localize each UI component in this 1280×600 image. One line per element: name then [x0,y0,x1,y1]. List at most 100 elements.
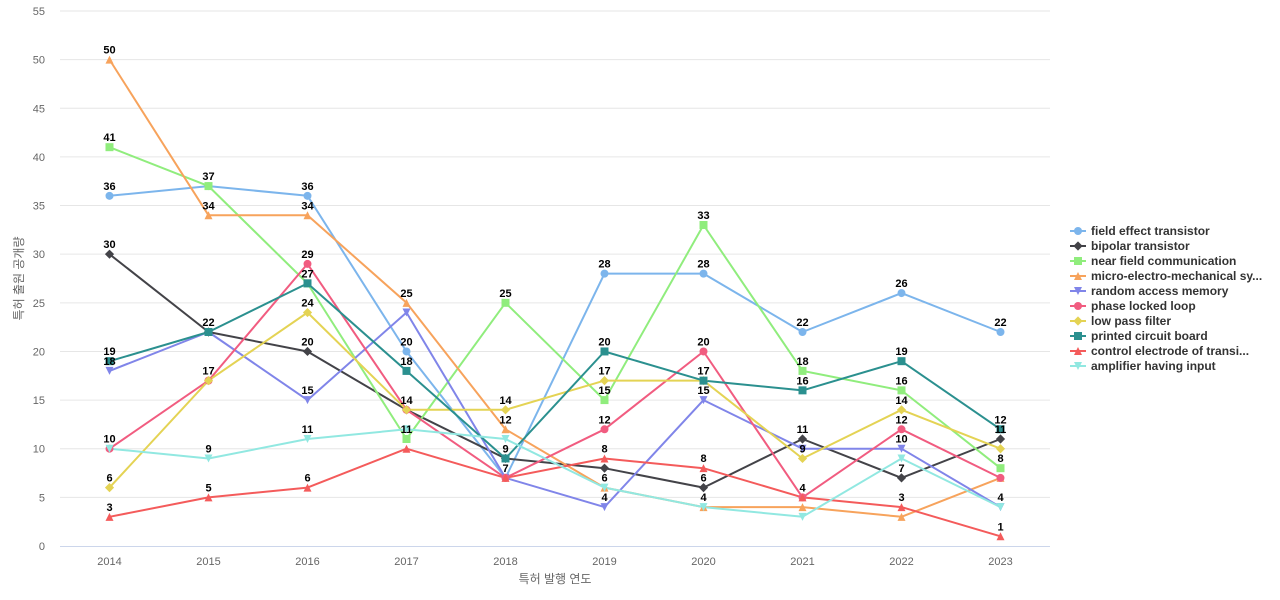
legend-item[interactable]: low pass filter [1070,314,1171,328]
data-label: 33 [697,210,709,222]
y-tick-label: 15 [33,395,45,407]
series-point-8 [699,464,708,473]
data-label: 10 [103,434,115,446]
legend-label: printed circuit board [1091,329,1208,343]
series-point-5 [897,425,906,434]
data-label: 26 [895,278,907,290]
x-axis-ticks: 2014 2015 2016 2017 2018 2019 2020 2021 2022 2023 [97,556,1012,568]
data-label: 30 [103,239,115,251]
data-label: 28 [697,259,709,271]
series-point-8 [303,483,312,492]
legend-item[interactable]: near field communication [1070,254,1236,268]
series-point-9 [402,425,411,434]
data-label: 15 [301,385,313,397]
series-point-7 [699,376,708,385]
data-label: 12 [994,414,1006,426]
data-label: 18 [400,356,412,368]
series-line-3 [108,59,1001,518]
legend-item[interactable]: printed circuit board [1070,329,1208,343]
data-label: 19 [895,346,907,358]
y-tick-label: 55 [33,6,45,18]
data-label: 5 [205,482,211,494]
series-line-9 [109,428,1001,518]
y-tick-label: 25 [33,298,45,310]
series-point-1 [995,434,1006,444]
series-markers [104,55,1006,541]
series-point-8 [204,493,213,502]
legend-item[interactable]: micro-electro-mechanical sy... [1070,269,1262,283]
series-point-4 [699,396,708,405]
series-point-1 [797,434,808,444]
x-tick-label: 2019 [592,556,616,568]
data-label: 25 [499,288,511,300]
y-tick-label: 50 [33,55,45,67]
series-line-0 [109,185,1001,479]
series-point-1 [698,483,709,493]
legend-label: phase locked loop [1091,299,1196,313]
legend-marker [1074,362,1082,370]
data-label: 7 [898,463,904,475]
legend-label: bipolar transistor [1091,239,1190,253]
x-tick-label: 2021 [790,556,814,568]
data-label: 16 [796,375,808,387]
data-label: 9 [502,443,508,455]
legend-marker [1073,316,1083,326]
data-label: 11 [302,424,314,436]
series-point-9 [501,435,510,443]
series-point-8 [798,493,807,502]
series-point-9 [600,483,609,492]
series-point-9 [897,454,906,463]
series-point-3 [204,211,213,220]
legend-item[interactable]: amplifier having input [1070,359,1216,373]
series-point-6 [599,376,610,386]
y-tick-label: 10 [33,444,45,456]
y-tick-label: 30 [33,249,45,261]
series-point-7 [204,328,213,336]
data-label: 9 [799,443,805,455]
series-point-3 [105,55,114,64]
data-label: 22 [796,317,808,329]
data-label: 1 [997,521,1003,533]
data-label: 4 [997,492,1004,504]
series-point-2 [798,366,807,375]
data-label: 25 [400,288,412,300]
data-label: 37 [202,171,214,183]
data-label: 15 [598,385,610,397]
legend-item[interactable]: phase locked loop [1070,299,1196,313]
data-label: 22 [994,317,1006,329]
series-point-2 [600,396,609,405]
legend-label: near field communication [1091,254,1236,268]
series-point-7 [798,386,807,395]
series-line-5 [108,262,1001,499]
series-point-0 [600,269,609,278]
series-point-9 [204,454,213,463]
legend-label: random access memory [1091,284,1229,298]
legend-item[interactable]: control electrode of transi... [1070,344,1249,358]
series-point-5 [699,347,708,356]
data-label: 14 [400,395,413,407]
series-point-2 [897,386,906,395]
y-tick-label: 35 [33,201,45,213]
series-point-2 [402,435,411,443]
legend-marker [1074,287,1082,295]
data-label: 28 [598,259,610,271]
data-label: 11 [401,424,413,436]
series-point-7 [501,454,510,463]
series-line-6 [108,311,1001,489]
series-point-5 [600,425,609,434]
series-point-4 [105,366,114,375]
data-label: 6 [601,473,607,485]
data-label: 14 [895,395,908,407]
legend-item[interactable]: random access memory [1070,284,1229,298]
legend-item[interactable]: bipolar transistor [1070,239,1190,253]
series-point-6 [896,405,907,415]
series-point-3 [501,425,510,434]
series-point-6 [401,405,412,415]
legend-item[interactable]: field effect transistor [1070,224,1210,238]
series-point-2 [996,464,1005,473]
series-point-8 [600,454,609,463]
x-tick-label: 2018 [493,556,517,568]
series-point-4 [402,308,411,317]
legend-marker [1073,241,1083,251]
